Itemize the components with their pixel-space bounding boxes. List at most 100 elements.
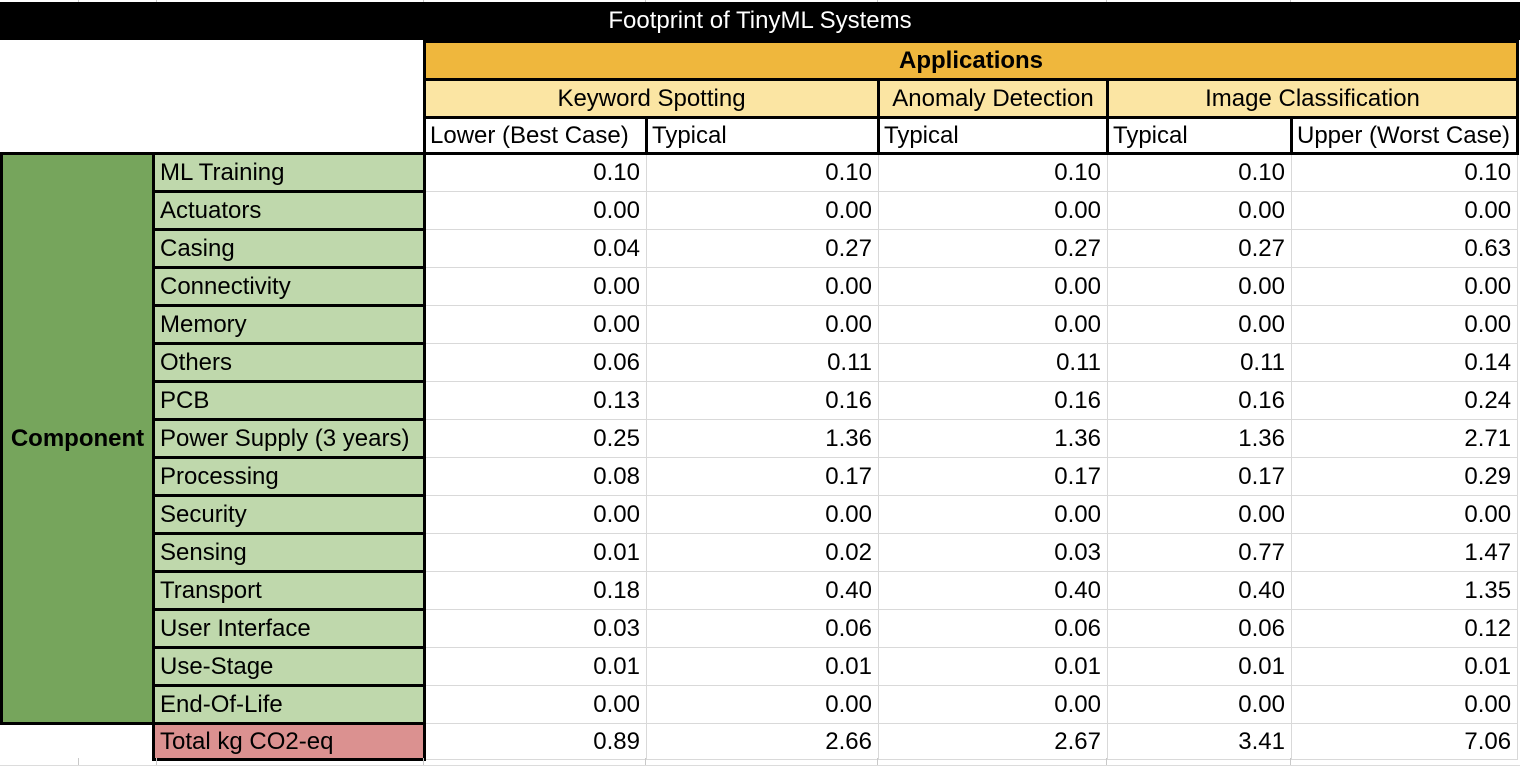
value-cell[interactable]: 0.01	[878, 647, 1108, 686]
anomaly-detection-header-cell[interactable]: Anomaly Detection	[877, 78, 1109, 119]
total-value-cell[interactable]: 2.67	[878, 723, 1108, 760]
value-cell[interactable]: 0.40	[646, 571, 879, 610]
value-cell[interactable]: 0.06	[878, 609, 1108, 648]
component-label-cell[interactable]: PCB	[152, 380, 426, 421]
component-label-cell[interactable]: Power Supply (3 years)	[152, 418, 426, 459]
column-label-cell-lower-best-case[interactable]: Lower (Best Case)	[423, 116, 648, 155]
value-cell[interactable]: 0.02	[646, 533, 879, 572]
value-cell[interactable]: 0.16	[878, 381, 1108, 420]
value-cell[interactable]: 0.06	[646, 609, 879, 648]
value-cell[interactable]: 1.47	[1290, 533, 1519, 572]
value-cell[interactable]: 0.00	[646, 191, 879, 230]
table-title-cell[interactable]: Footprint of TinyML Systems	[0, 2, 1520, 40]
value-cell[interactable]: 0.12	[1290, 609, 1519, 648]
value-cell[interactable]: 0.11	[878, 343, 1108, 382]
value-cell[interactable]: 0.10	[878, 153, 1108, 192]
value-cell[interactable]: 0.10	[1290, 153, 1519, 192]
value-cell[interactable]: 0.16	[646, 381, 879, 420]
value-cell[interactable]: 0.00	[1290, 191, 1519, 230]
value-cell[interactable]: 0.16	[1107, 381, 1292, 420]
column-label-cell-typical-1[interactable]: Typical	[645, 116, 880, 155]
value-cell[interactable]: 0.14	[1290, 343, 1519, 382]
value-cell[interactable]: 0.24	[1290, 381, 1519, 420]
value-cell[interactable]: 0.10	[646, 153, 879, 192]
keyword-spotting-header-cell[interactable]: Keyword Spotting	[423, 78, 880, 119]
value-cell[interactable]: 0.00	[646, 495, 879, 534]
value-cell[interactable]: 0.01	[1290, 647, 1519, 686]
value-cell[interactable]: 0.01	[424, 647, 647, 686]
value-cell[interactable]: 2.71	[1290, 419, 1519, 458]
applications-header-cell[interactable]: Applications	[422, 40, 1520, 81]
value-cell[interactable]: 0.00	[646, 267, 879, 306]
value-cell[interactable]: 0.40	[878, 571, 1108, 610]
component-label-cell[interactable]: Processing	[152, 456, 426, 497]
value-cell[interactable]: 0.00	[1290, 267, 1519, 306]
value-cell[interactable]: 0.00	[878, 685, 1108, 724]
component-label-cell[interactable]: Use-Stage	[152, 646, 426, 687]
value-cell[interactable]: 0.01	[646, 647, 879, 686]
value-cell[interactable]: 0.63	[1290, 229, 1519, 268]
value-cell[interactable]: 0.29	[1290, 457, 1519, 496]
value-cell[interactable]: 0.06	[1107, 609, 1292, 648]
value-cell[interactable]: 0.77	[1107, 533, 1292, 572]
value-cell[interactable]: 0.04	[424, 229, 647, 268]
component-label-cell[interactable]: End-Of-Life	[152, 684, 426, 725]
component-label-cell[interactable]: Actuators	[152, 190, 426, 231]
value-cell[interactable]: 0.40	[1107, 571, 1292, 610]
value-cell[interactable]: 0.00	[878, 495, 1108, 534]
value-cell[interactable]: 0.00	[1107, 495, 1292, 534]
value-cell[interactable]: 0.00	[1107, 685, 1292, 724]
value-cell[interactable]: 0.00	[1107, 191, 1292, 230]
component-label-cell[interactable]: Others	[152, 342, 426, 383]
component-group-header-cell[interactable]: Component	[0, 152, 155, 725]
value-cell[interactable]: 0.00	[878, 267, 1108, 306]
value-cell[interactable]: 0.10	[1107, 153, 1292, 192]
value-cell[interactable]: 0.00	[1290, 305, 1519, 344]
value-cell[interactable]: 0.00	[1107, 305, 1292, 344]
total-label-cell[interactable]: Total kg CO2-eq	[152, 722, 426, 761]
value-cell[interactable]: 1.36	[1107, 419, 1292, 458]
value-cell[interactable]: 0.27	[1107, 229, 1292, 268]
component-label-cell[interactable]: Transport	[152, 570, 426, 611]
value-cell[interactable]: 0.11	[1107, 343, 1292, 382]
component-label-cell[interactable]: Casing	[152, 228, 426, 269]
component-label-cell[interactable]: Security	[152, 494, 426, 535]
value-cell[interactable]: 0.11	[646, 343, 879, 382]
column-label-cell-typical-2[interactable]: Typical	[877, 116, 1109, 155]
value-cell[interactable]: 0.01	[1107, 647, 1292, 686]
value-cell[interactable]: 0.00	[1107, 267, 1292, 306]
value-cell[interactable]: 1.36	[878, 419, 1108, 458]
image-classification-header-cell[interactable]: Image Classification	[1105, 78, 1520, 119]
value-cell[interactable]: 0.27	[878, 229, 1108, 268]
value-cell[interactable]: 0.00	[424, 267, 647, 306]
value-cell[interactable]: 0.00	[424, 191, 647, 230]
component-label-cell[interactable]: Connectivity	[152, 266, 426, 307]
component-label-cell[interactable]: Memory	[152, 304, 426, 345]
value-cell[interactable]: 0.03	[424, 609, 647, 648]
value-cell[interactable]: 0.10	[424, 153, 647, 192]
value-cell[interactable]: 0.00	[878, 305, 1108, 344]
total-value-cell[interactable]: 0.89	[424, 723, 647, 760]
value-cell[interactable]: 0.00	[878, 191, 1108, 230]
value-cell[interactable]: 0.00	[1290, 495, 1519, 534]
value-cell[interactable]: 0.25	[424, 419, 647, 458]
value-cell[interactable]: 0.08	[424, 457, 647, 496]
value-cell[interactable]: 0.00	[646, 305, 879, 344]
value-cell[interactable]: 0.06	[424, 343, 647, 382]
value-cell[interactable]: 0.01	[424, 533, 647, 572]
value-cell[interactable]: 0.00	[424, 305, 647, 344]
total-value-cell[interactable]: 7.06	[1290, 723, 1519, 760]
value-cell[interactable]: 0.18	[424, 571, 647, 610]
value-cell[interactable]: 1.35	[1290, 571, 1519, 610]
value-cell[interactable]: 0.00	[1290, 685, 1519, 724]
value-cell[interactable]: 1.36	[646, 419, 879, 458]
value-cell[interactable]: 0.00	[424, 685, 647, 724]
value-cell[interactable]: 0.17	[878, 457, 1108, 496]
value-cell[interactable]: 0.00	[424, 495, 647, 534]
component-label-cell[interactable]: Sensing	[152, 532, 426, 573]
value-cell[interactable]: 0.17	[646, 457, 879, 496]
column-label-cell-typical-3[interactable]: Typical	[1106, 116, 1293, 155]
value-cell[interactable]: 0.17	[1107, 457, 1292, 496]
total-value-cell[interactable]: 3.41	[1107, 723, 1292, 760]
component-label-cell[interactable]: User Interface	[152, 608, 426, 649]
